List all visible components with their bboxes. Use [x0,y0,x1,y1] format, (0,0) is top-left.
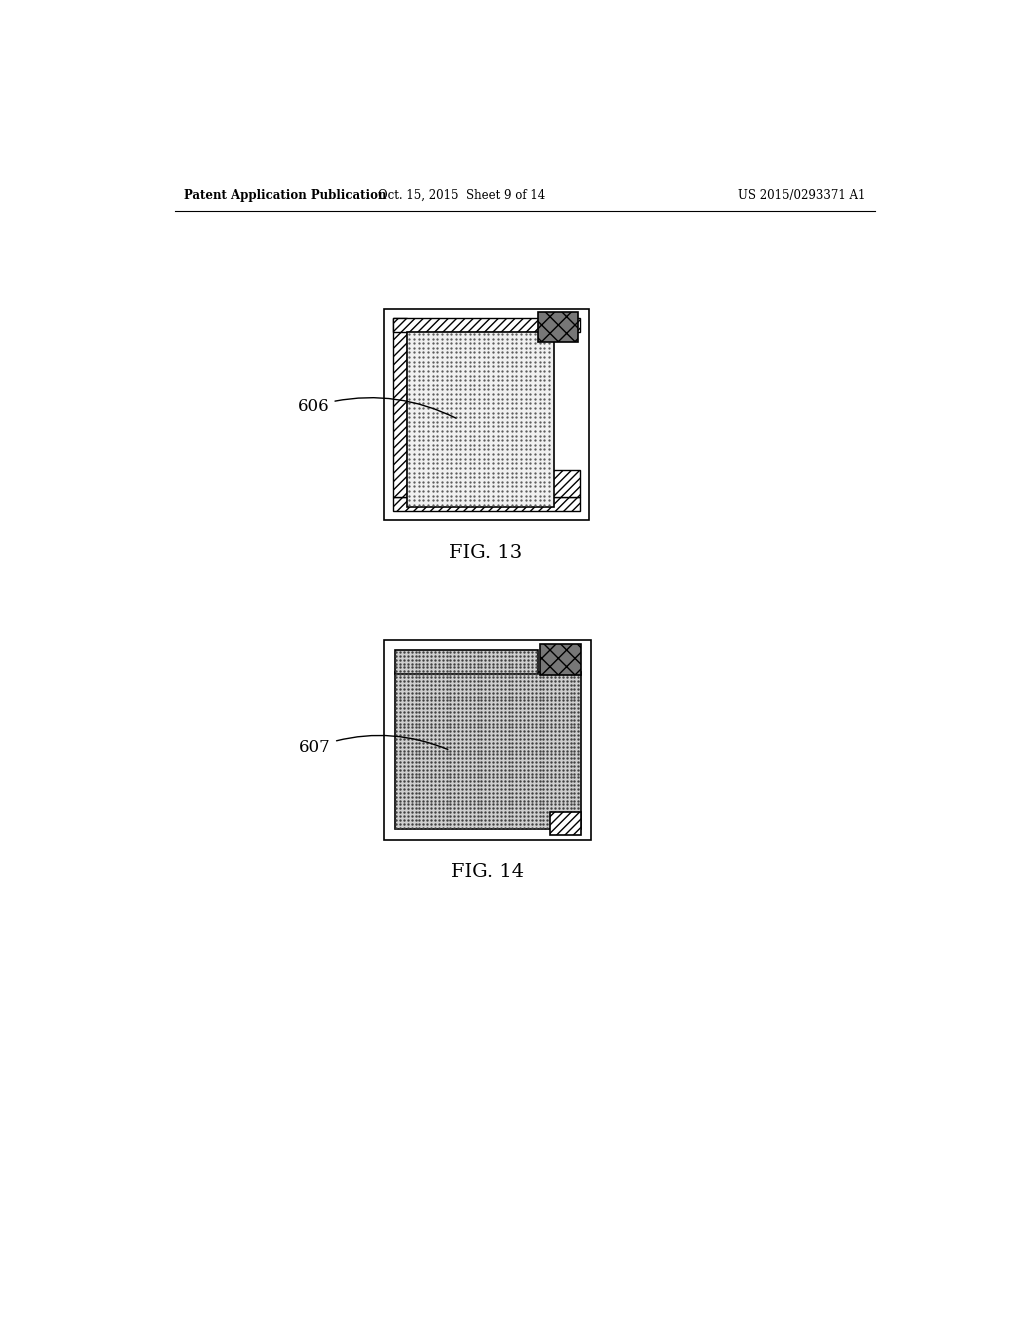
Bar [394,672,581,829]
Text: Oct. 15, 2015  Sheet 9 of 14: Oct. 15, 2015 Sheet 9 of 14 [378,189,545,202]
Bar [550,812,581,836]
Text: Patent Application Publication: Patent Application Publication [183,189,386,202]
Bar [393,498,580,511]
Bar [384,309,589,520]
Bar [541,644,581,675]
Text: 607: 607 [299,735,447,756]
Bar [393,318,407,498]
Text: US 2015/0293371 A1: US 2015/0293371 A1 [738,189,866,202]
Bar [393,318,580,331]
Text: 606: 606 [298,397,456,418]
Text: FIG. 14: FIG. 14 [451,863,524,882]
Bar [550,470,580,498]
Text: FIG. 13: FIG. 13 [450,544,522,561]
Bar [407,331,554,507]
Bar [538,312,579,342]
Bar [394,651,538,673]
Bar [384,640,592,840]
